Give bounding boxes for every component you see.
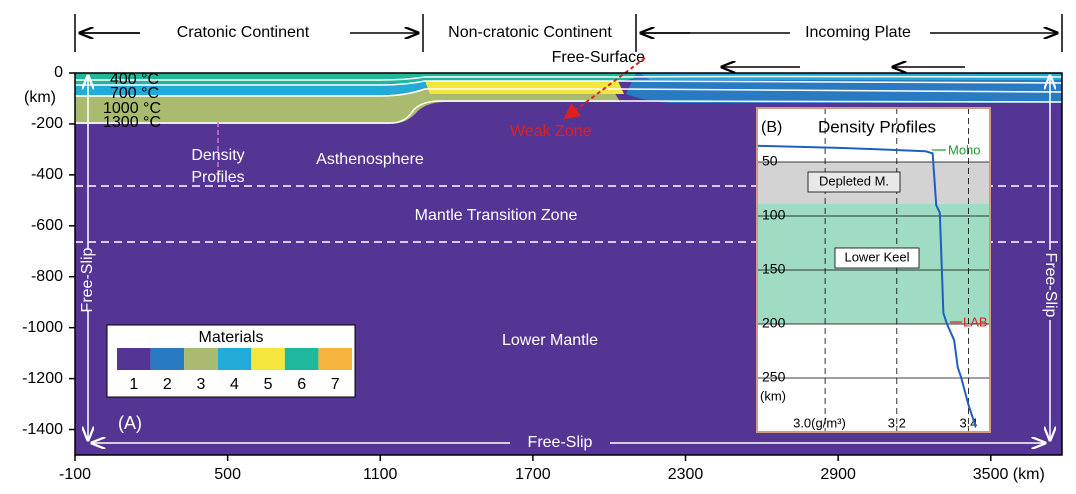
legend-label: 2: [163, 376, 172, 393]
legend-label: 6: [297, 376, 306, 393]
y-tick-label: -1400: [22, 421, 63, 438]
inset-x-tick-label: 3.2: [888, 415, 906, 430]
x-tick-label: 1100: [363, 466, 398, 483]
legend-label: 1: [129, 376, 138, 393]
x-tick-label: 2900: [820, 466, 856, 483]
y-tick-label: 0: [54, 64, 63, 81]
boundary-label: Free-Slip: [79, 247, 96, 312]
y-tick-label: -1000: [22, 319, 63, 336]
boundary-label: Free-Slip: [1042, 253, 1059, 318]
legend-label: 4: [230, 376, 239, 393]
y-tick-label: -400: [31, 166, 63, 183]
boundary-label: Free-Slip: [528, 434, 593, 451]
inset-y-tick-label: 50: [762, 153, 778, 169]
isotherm-label: 1300 °C: [103, 114, 161, 131]
crust-layer: [425, 81, 624, 94]
x-tick-label: 3500 (km): [973, 466, 1045, 483]
x-tick-label: 1700: [515, 466, 551, 483]
inset-title: Density Profiles: [818, 117, 936, 136]
lab-label: LAB: [963, 314, 988, 329]
region-label: Cratonic Continent: [177, 24, 310, 41]
x-tick-label: -100: [59, 466, 91, 483]
legend-swatch: [151, 348, 185, 370]
region-label: Incoming Plate: [805, 24, 911, 41]
y-tick-label: -200: [31, 115, 63, 132]
inset-y-tick-label: 200: [762, 315, 786, 331]
region-label: Lower Mantle: [502, 332, 598, 349]
inset-y-tick-label: 150: [762, 261, 786, 277]
weak-zone-label: Weak Zone: [510, 123, 592, 140]
inset-y-tick-label: 250: [762, 369, 786, 385]
moho-label: Moho: [948, 142, 981, 157]
inset-panel-label: (B): [761, 119, 782, 136]
legend-label: 7: [331, 376, 340, 393]
inset-x-tick-label: 3.0(g/m³): [793, 415, 846, 430]
legend-swatch: [251, 348, 285, 370]
region-label: Asthenosphere: [316, 151, 424, 168]
legend-label: 5: [264, 376, 273, 393]
legend-swatch: [318, 348, 352, 370]
free-surface-label: Free-Surface: [552, 49, 645, 66]
panel-label: (A): [118, 413, 142, 433]
legend-swatch: [218, 348, 252, 370]
y-unit: (km): [24, 89, 56, 106]
legend-label: 3: [196, 376, 205, 393]
y-tick-label: -1200: [22, 370, 63, 387]
legend-swatch: [184, 348, 218, 370]
y-tick-label: -800: [31, 268, 63, 285]
keel-label: Lower Keel: [844, 249, 909, 264]
inset-y-unit: (km): [760, 388, 786, 403]
profile-label: Profiles: [191, 169, 244, 186]
x-tick-label: 2300: [668, 466, 704, 483]
figure: Cratonic Continent Non-cratonic Continen…: [0, 0, 1076, 489]
y-tick-label: -600: [31, 217, 63, 234]
region-label: Mantle Transition Zone: [415, 207, 578, 224]
region-label: Non-cratonic Continent: [448, 24, 612, 41]
profile-label: Density: [191, 147, 244, 164]
depleted-label: Depleted M.: [819, 173, 889, 188]
x-tick-label: 500: [214, 466, 241, 483]
legend-swatch: [285, 348, 319, 370]
legend-title: Materials: [199, 329, 264, 346]
inset-y-tick-label: 100: [762, 207, 786, 223]
legend-swatch: [117, 348, 151, 370]
